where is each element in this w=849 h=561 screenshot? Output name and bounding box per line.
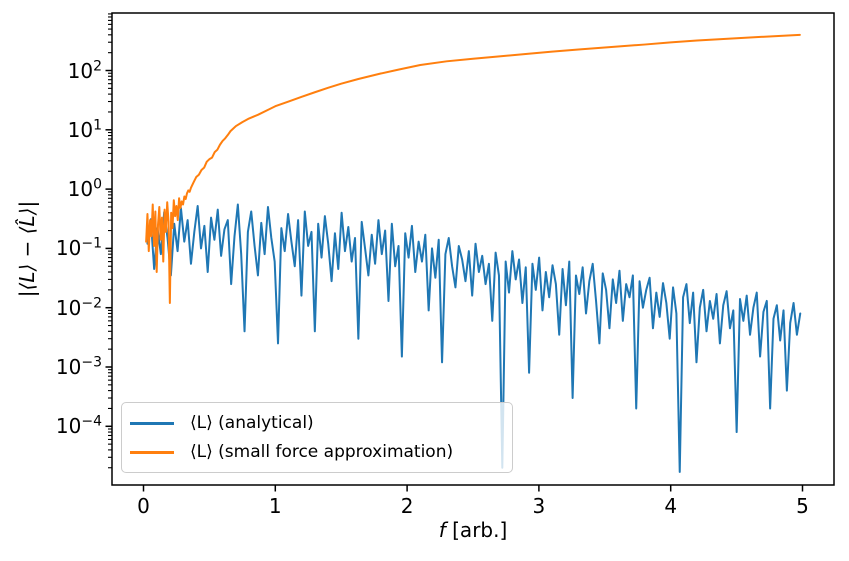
x-axis-label-variable: f	[438, 518, 446, 542]
legend-label: ⟨L⟩ (small force approximation)	[190, 442, 454, 462]
series-line-small-force-approximation	[145, 33, 801, 305]
y-tick-label: 10−2	[55, 295, 102, 320]
y-tick-label: 10−4	[55, 413, 102, 439]
legend-swatch-analytical	[130, 421, 174, 425]
y-tick-label: 10−1	[55, 235, 102, 261]
x-tick-label: 3	[532, 494, 546, 518]
y-tick-label: 100	[67, 176, 102, 202]
legend-label: ⟨L⟩ (analytical)	[190, 413, 314, 433]
y-tick-label: 10−3	[55, 354, 102, 379]
legend-box: ⟨L⟩ (analytical) ⟨L⟩ (small force approxi…	[121, 402, 513, 473]
y-tick-label: 102	[67, 57, 102, 83]
legend-row: ⟨L⟩ (small force approximation)	[130, 442, 502, 462]
legend-swatch-small-force-approximation	[130, 450, 174, 454]
series-line-analytical	[146, 203, 802, 473]
x-tick-label: 4	[664, 494, 678, 518]
x-tick-label: 1	[268, 494, 282, 518]
x-tick-label: 0	[137, 494, 150, 518]
x-tick-label: 5	[796, 494, 809, 518]
y-axis-label: |⟨L⟩ − ⟨L̂⟩|	[15, 200, 39, 298]
x-axis-label: f [arb.]	[439, 520, 508, 540]
x-tick-label: 2	[400, 494, 414, 518]
legend-row: ⟨L⟩ (analytical)	[130, 413, 502, 433]
y-tick-label: 101	[67, 117, 102, 142]
x-axis-label-units: [arb.]	[445, 518, 508, 542]
